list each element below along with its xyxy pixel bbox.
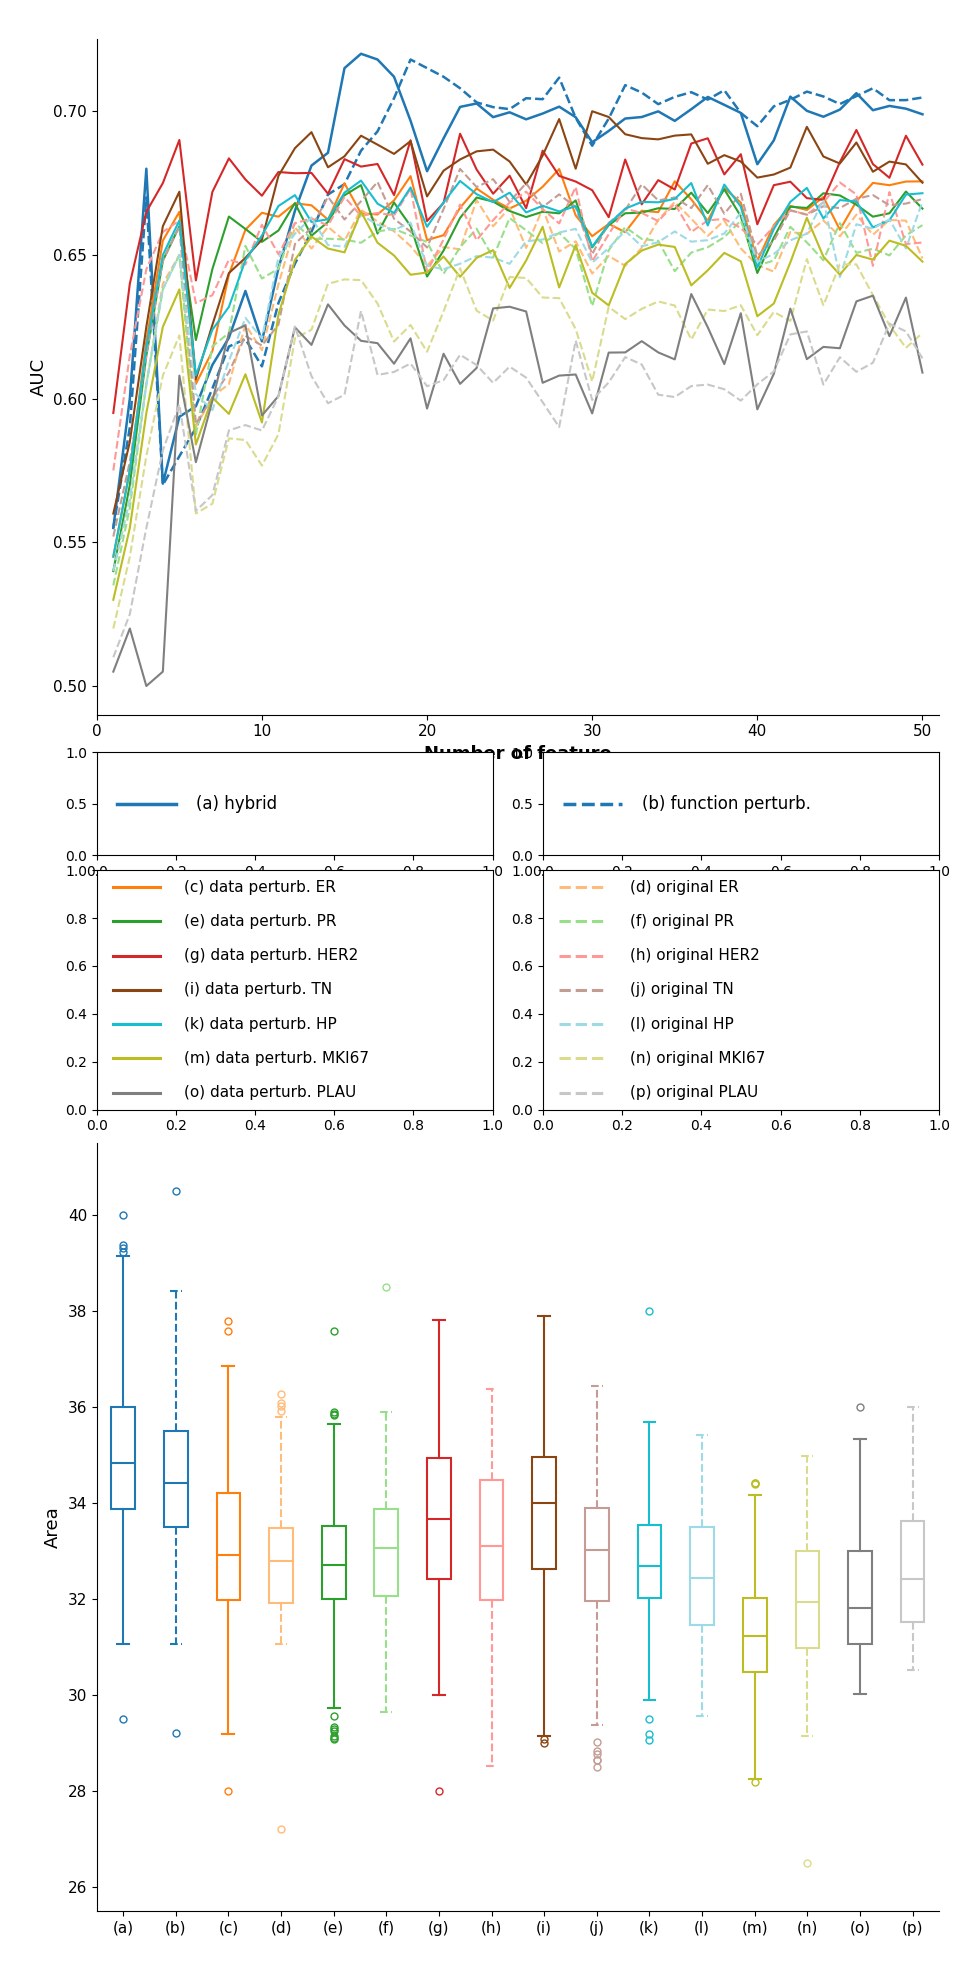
Text: (i) data perturb. TN: (i) data perturb. TN bbox=[184, 983, 332, 997]
Text: (m) data perturb. MKI67: (m) data perturb. MKI67 bbox=[184, 1050, 369, 1066]
Text: (g) data perturb. HER2: (g) data perturb. HER2 bbox=[184, 948, 358, 963]
Text: (d) original ER: (d) original ER bbox=[630, 881, 739, 894]
Text: (j) original TN: (j) original TN bbox=[630, 983, 734, 997]
Text: (h) original HER2: (h) original HER2 bbox=[630, 948, 760, 963]
Text: (k) data perturb. HP: (k) data perturb. HP bbox=[184, 1017, 337, 1032]
Text: (p) original PLAU: (p) original PLAU bbox=[630, 1085, 759, 1099]
Text: (e) data perturb. PR: (e) data perturb. PR bbox=[184, 914, 336, 930]
Y-axis label: Area: Area bbox=[44, 1507, 62, 1548]
Text: (o) data perturb. PLAU: (o) data perturb. PLAU bbox=[184, 1085, 356, 1099]
X-axis label: Number of feature: Number of feature bbox=[424, 745, 612, 762]
Text: (l) original HP: (l) original HP bbox=[630, 1017, 734, 1032]
Text: (n) original MKI67: (n) original MKI67 bbox=[630, 1050, 766, 1066]
Text: (b) function perturb.: (b) function perturb. bbox=[642, 794, 811, 814]
Text: (c) data perturb. ER: (c) data perturb. ER bbox=[184, 881, 336, 894]
Text: (a) hybrid: (a) hybrid bbox=[196, 794, 277, 814]
Y-axis label: AUC: AUC bbox=[30, 359, 47, 396]
Text: (f) original PR: (f) original PR bbox=[630, 914, 734, 930]
